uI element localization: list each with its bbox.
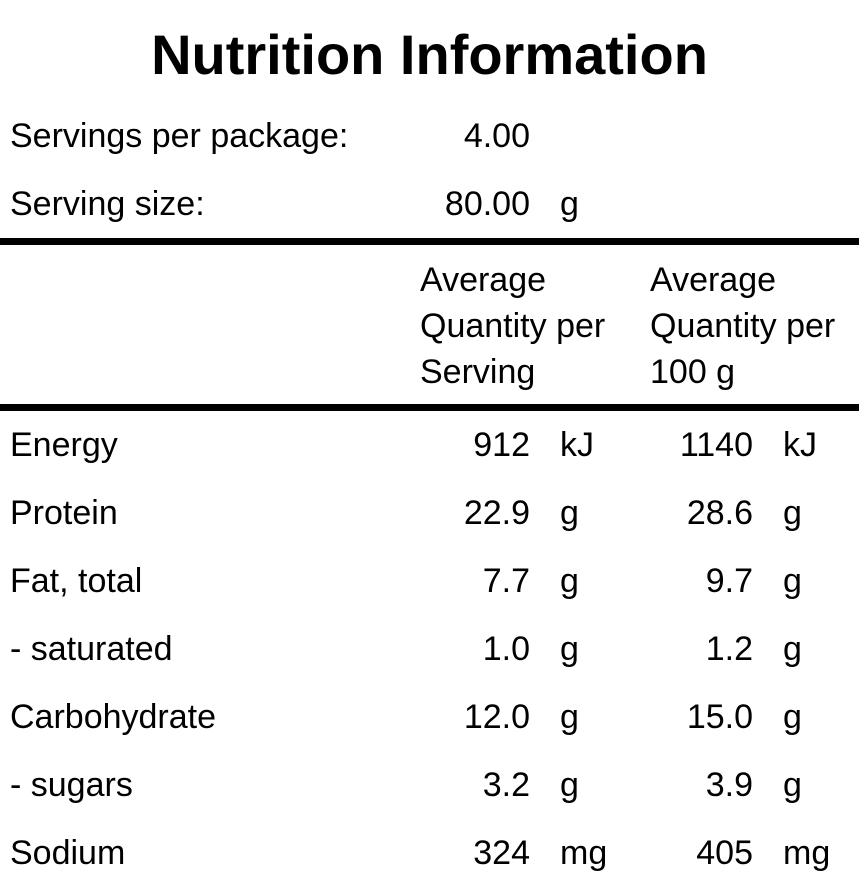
table-row-protein: Protein 22.9 g 28.6 g [0,479,859,547]
per-100g-value: 3.9 [705,765,753,804]
per-serving-unit: kJ [560,425,594,464]
panel-header: Nutrition Information [0,0,859,102]
per-100g-unit: g [783,493,802,532]
panel-title: Nutrition Information [151,22,708,86]
table-row-sodium: Sodium 324 mg 405 mg [0,819,859,885]
per-serving-unit: g [560,561,579,600]
per-100g-value: 1140 [679,425,753,464]
per-100g-value: 15.0 [686,697,753,736]
per-100g-unit: g [783,561,802,600]
per-100g-unit: mg [783,833,831,872]
table-row-energy: Energy 912 kJ 1140 kJ [0,411,859,479]
per-serving-value: 3.2 [482,765,530,804]
per-100g-unit: g [783,697,802,736]
serving-size-row: Serving size: 80.00 g [0,170,859,238]
servings-per-package-value: 4.00 [463,116,530,155]
nutrient-name: - saturated [10,629,173,668]
table-header-row: Average Quantity per Serving Average Qua… [0,245,859,404]
nutrient-name: Fat, total [10,561,143,600]
per-100g-unit: g [783,629,802,668]
column-header-line: Quantity per [650,307,836,345]
nutrient-name: Energy [10,425,118,464]
column-header-per-100g: Average Quantity per 100 g [650,245,859,404]
horizontal-rule-bottom [0,404,859,411]
per-100g-value: 405 [696,833,753,872]
per-serving-unit: g [560,765,579,804]
servings-per-package-row: Servings per package: 4.00 [0,102,859,170]
table-row-sugars: - sugars 3.2 g 3.9 g [0,751,859,819]
per-100g-value: 28.6 [686,493,753,532]
nutrient-name: Sodium [10,833,126,872]
nutrient-name: Carbohydrate [10,697,217,736]
per-100g-value: 1.2 [705,629,753,668]
table-row-carbohydrate: Carbohydrate 12.0 g 15.0 g [0,683,859,751]
per-serving-unit: mg [560,833,608,872]
column-header-line: Average [650,261,777,299]
serving-size-label: Serving size: [10,184,205,223]
nutrient-name: - sugars [10,765,133,804]
per-100g-unit: g [783,765,802,804]
column-header-line: Average [420,261,547,299]
column-header-per-serving: Average Quantity per Serving [420,245,650,404]
nutrient-name: Protein [10,493,118,532]
per-serving-value: 22.9 [463,493,530,532]
serving-size-unit: g [560,184,579,223]
horizontal-rule-top [0,238,859,245]
per-serving-value: 912 [473,425,530,464]
servings-per-package-label: Servings per package: [10,116,349,155]
per-serving-value: 12.0 [463,697,530,736]
per-serving-value: 324 [473,833,530,872]
table-row-fat-total: Fat, total 7.7 g 9.7 g [0,547,859,615]
per-serving-unit: g [560,697,579,736]
per-100g-value: 9.7 [705,561,753,600]
per-serving-unit: g [560,629,579,668]
table-row-saturated-fat: - saturated 1.0 g 1.2 g [0,615,859,683]
column-header-line: Quantity per [420,307,606,345]
per-serving-value: 1.0 [482,629,530,668]
serving-size-value: 80.00 [444,184,530,223]
per-serving-unit: g [560,493,579,532]
column-header-line: Serving [420,353,536,391]
column-header-line: 100 g [650,353,736,391]
per-100g-unit: kJ [783,425,817,464]
per-serving-value: 7.7 [482,561,530,600]
